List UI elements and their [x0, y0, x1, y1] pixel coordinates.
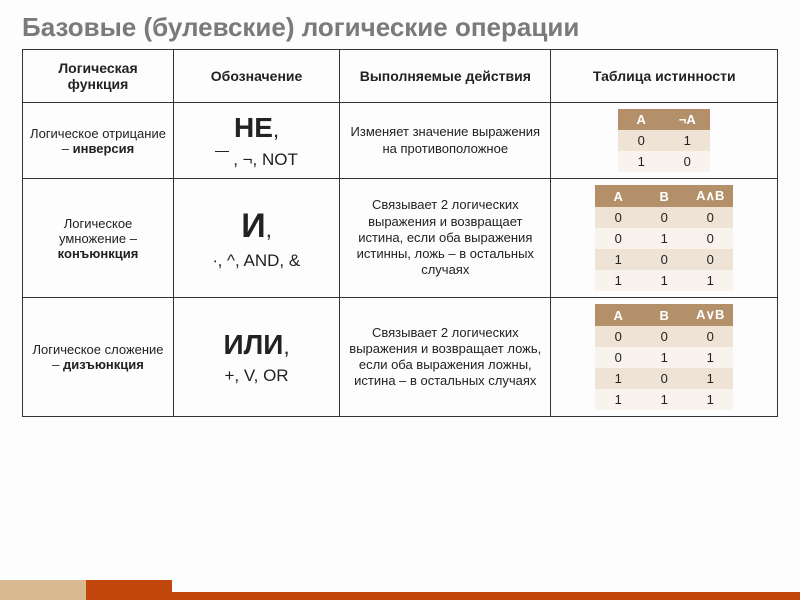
table-header-row: Логическая функция Обозначение Выполняем…: [23, 50, 778, 103]
cell-and-desc: Связывает 2 логических выражения и возвр…: [340, 179, 551, 298]
cell-or-desc: Связывает 2 логических выражения и возвр…: [340, 298, 551, 417]
footer-accent-bar: [0, 580, 800, 600]
cell-and-notation: И, ∙, ^, AND, &: [174, 179, 340, 298]
operations-table: Логическая функция Обозначение Выполняем…: [22, 49, 778, 417]
cell-or-notation: ИЛИ, +, V, OR: [174, 298, 340, 417]
cell-not-notation: НЕ, , ¬, NOT: [174, 103, 340, 179]
truth-table-not: A ¬A 01 10: [618, 109, 710, 172]
col-header-action: Выполняемые действия: [340, 50, 551, 103]
col-header-function: Логическая функция: [23, 50, 174, 103]
cell-or-tt: A B A∨B 000 011 101 111: [551, 298, 778, 417]
page-title: Базовые (булевские) логические операции: [22, 12, 778, 43]
truth-table-and: A B A∧B 000 010 100 111: [595, 185, 733, 291]
cell-not-function: Логическое отрицание – инверсия: [23, 103, 174, 179]
cell-not-desc: Изменяет значение выражения на противопо…: [340, 103, 551, 179]
truth-table-or: A B A∨B 000 011 101 111: [595, 304, 733, 410]
cell-and-tt: A B A∧B 000 010 100 111: [551, 179, 778, 298]
row-or: Логическое сложение – дизъюнкция ИЛИ, +,…: [23, 298, 778, 417]
cell-or-function: Логическое сложение – дизъюнкция: [23, 298, 174, 417]
col-header-notation: Обозначение: [174, 50, 340, 103]
row-not: Логическое отрицание – инверсия НЕ, , ¬,…: [23, 103, 778, 179]
overline-icon: [215, 151, 229, 159]
col-header-truthtable: Таблица истинности: [551, 50, 778, 103]
row-and: Логическое умножение – конъюнкция И, ∙, …: [23, 179, 778, 298]
cell-and-function: Логическое умножение – конъюнкция: [23, 179, 174, 298]
cell-not-tt: A ¬A 01 10: [551, 103, 778, 179]
